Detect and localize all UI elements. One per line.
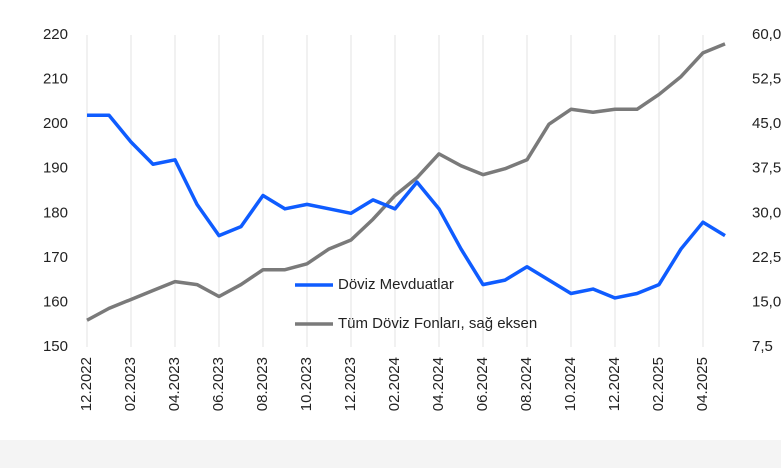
y2-tick-label: 30,0 <box>752 204 781 221</box>
y2-tick-label: 15,0 <box>752 293 781 310</box>
y2-tick-label: 60,0 <box>752 26 781 43</box>
x-tick-label: 04.2024 <box>430 357 447 411</box>
x-tick-label: 04.2025 <box>694 357 711 411</box>
y-tick-label: 170 <box>43 249 68 266</box>
y-tick-label: 150 <box>43 338 68 355</box>
footer-band <box>0 440 781 468</box>
y2-tick-label: 37,5 <box>752 160 781 177</box>
y2-tick-label: 45,0 <box>752 115 781 132</box>
y-tick-label: 200 <box>43 115 68 132</box>
x-tick-label: 12.2023 <box>342 357 359 411</box>
x-tick-label: 08.2023 <box>254 357 271 411</box>
x-tick-label: 12.2024 <box>606 357 623 411</box>
x-tick-label: 02.2023 <box>122 357 139 411</box>
x-tick-label: 02.2024 <box>386 357 403 411</box>
legend-label: Tüm Döviz Fonları, sağ eksen <box>338 315 537 332</box>
x-tick-label: 08.2024 <box>518 357 535 411</box>
y2-tick-label: 22,5 <box>752 249 781 266</box>
x-tick-label: 06.2023 <box>210 357 227 411</box>
y2-tick-label: 52,5 <box>752 71 781 88</box>
x-tick-label: 04.2023 <box>166 357 183 411</box>
y-tick-label: 160 <box>43 293 68 310</box>
y-tick-label: 210 <box>43 71 68 88</box>
x-tick-label: 02.2025 <box>650 357 667 411</box>
y-tick-label: 190 <box>43 160 68 177</box>
x-tick-label: 12.2022 <box>78 357 95 411</box>
y2-tick-label: 7,5 <box>752 338 773 355</box>
x-tick-label: 06.2024 <box>474 357 491 411</box>
x-tick-label: 10.2023 <box>298 357 315 411</box>
legend-label: Döviz Mevduatlar <box>338 276 454 293</box>
x-tick-label: 10.2024 <box>562 357 579 411</box>
series-line <box>86 42 726 322</box>
y-tick-label: 180 <box>43 204 68 221</box>
series-line <box>87 113 726 300</box>
y-tick-label: 220 <box>43 26 68 43</box>
